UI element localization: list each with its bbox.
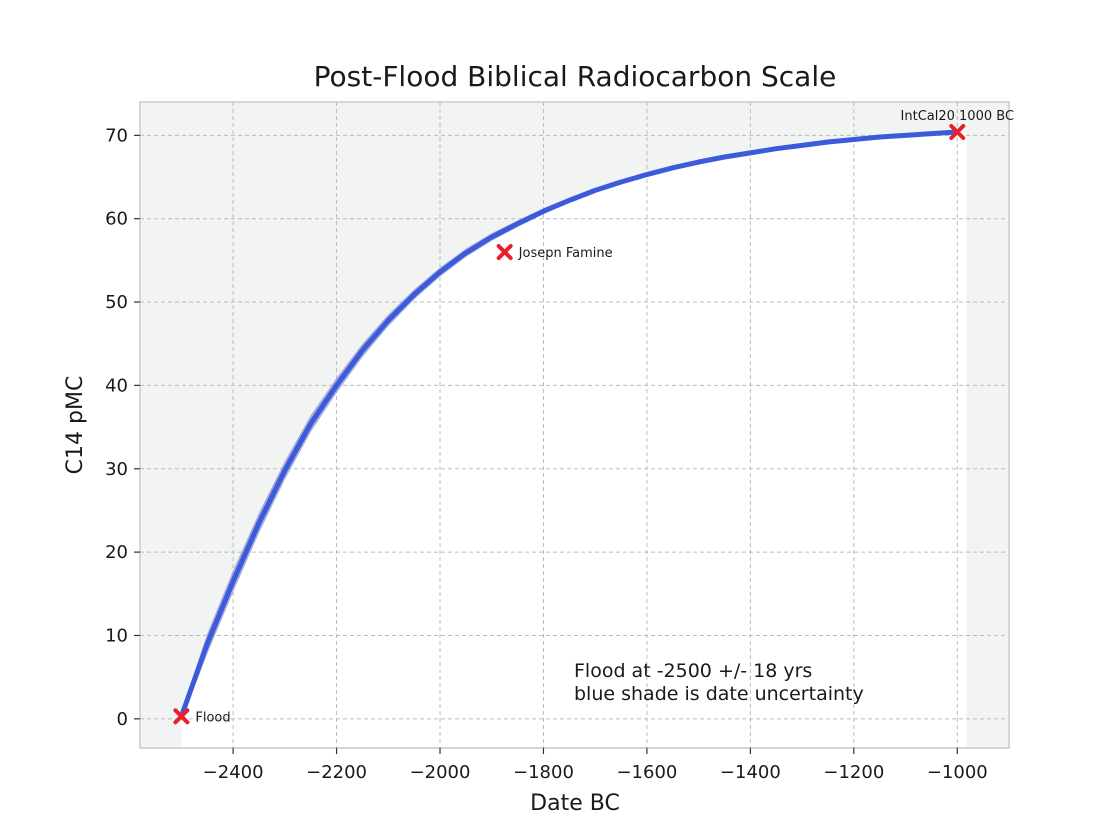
chart-title: Post-Flood Biblical Radiocarbon Scale bbox=[314, 60, 837, 93]
y-axis-label: C14 pMC bbox=[63, 376, 88, 475]
x-tick-label: −2200 bbox=[306, 762, 367, 783]
shaded-region-under-curve bbox=[181, 103, 967, 717]
shaded-region-left bbox=[141, 103, 182, 747]
note-line-2: blue shade is date uncertainty bbox=[574, 683, 864, 705]
x-tick-label: −2000 bbox=[410, 762, 471, 783]
grid bbox=[140, 102, 1009, 748]
y-tick-label: 40 bbox=[105, 375, 128, 396]
marker-2: IntCal20 1000 BC bbox=[901, 109, 1014, 141]
y-tick-label: 10 bbox=[105, 625, 128, 646]
y-tick-label: 20 bbox=[105, 542, 128, 563]
x-tick-label: −1200 bbox=[823, 762, 884, 783]
y-axis: 0 10 20 30 40 50 60 70 bbox=[105, 125, 140, 730]
marker-1: Josepn Famine bbox=[496, 244, 613, 261]
x-tick-label: −1800 bbox=[513, 762, 574, 783]
x-axis: −2400 −2200 −2000 −1800 −1600 −1400 −1200 −1000 bbox=[203, 748, 988, 783]
markers: Flood Josepn Famine IntCal20 1000 BC bbox=[173, 109, 1014, 725]
y-tick-label: 70 bbox=[105, 125, 128, 146]
y-tick-label: 50 bbox=[105, 292, 128, 313]
x-tick-label: −1400 bbox=[720, 762, 781, 783]
x-axis-label: Date BC bbox=[530, 791, 620, 816]
y-tick-label: 0 bbox=[117, 709, 128, 730]
y-tick-label: 30 bbox=[105, 459, 128, 480]
marker-x-icon bbox=[949, 124, 966, 141]
y-tick-label: 60 bbox=[105, 209, 128, 230]
marker-label: IntCal20 1000 BC bbox=[901, 109, 1014, 124]
x-tick-label: −2400 bbox=[203, 762, 264, 783]
marker-label: Josepn Famine bbox=[518, 246, 613, 261]
marker-x-icon bbox=[496, 244, 513, 261]
marker-label: Flood bbox=[195, 710, 230, 725]
series-line bbox=[178, 129, 960, 719]
x-tick-label: −1000 bbox=[927, 762, 988, 783]
note-line-1: Flood at -2500 +/- 18 yrs bbox=[574, 660, 812, 682]
marker-x-icon bbox=[173, 708, 190, 725]
marker-0: Flood bbox=[173, 708, 231, 725]
x-tick-label: −1600 bbox=[616, 762, 677, 783]
shaded-region-right bbox=[966, 103, 1008, 747]
